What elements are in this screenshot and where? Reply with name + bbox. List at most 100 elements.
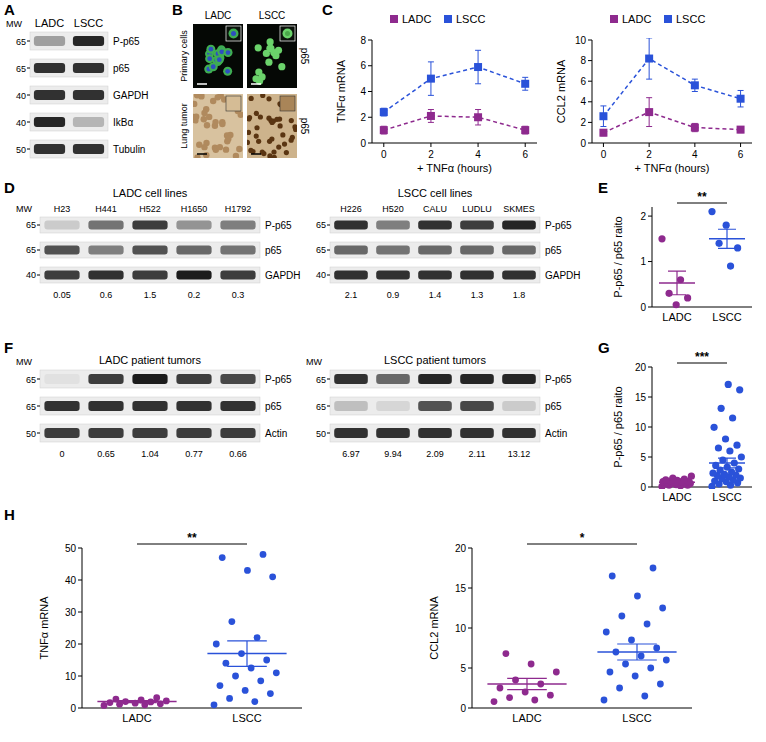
protein-label: P-p65 <box>265 374 292 385</box>
figure: ABCDEFGHLADCLSCCMW65P-p6565p6540GAPDH40I… <box>0 0 766 742</box>
nucleus <box>210 98 216 104</box>
band <box>334 246 368 255</box>
point <box>248 665 255 672</box>
blot-strip <box>330 370 540 388</box>
nucleus <box>269 136 274 141</box>
scale-bar <box>251 83 261 85</box>
western-blot: LADC cell linesH23H441H522H1650H1792MW65… <box>16 187 301 300</box>
point <box>232 673 239 680</box>
nucleus <box>276 144 281 149</box>
nucleus <box>258 73 265 80</box>
nucleus <box>226 50 231 55</box>
point <box>267 690 274 697</box>
point <box>273 669 280 676</box>
blot-strip <box>40 267 260 283</box>
band <box>34 36 65 46</box>
nucleus <box>282 141 287 146</box>
band <box>460 246 494 255</box>
mw-value: 50 <box>16 145 26 155</box>
error-bar <box>381 126 387 134</box>
scale-bar <box>197 153 207 155</box>
lane-label: LUDLU <box>462 204 492 214</box>
band <box>220 401 255 411</box>
panel-letter: D <box>4 179 15 196</box>
blot-strip <box>330 242 540 258</box>
y-axis-label: CCL2 mRNA <box>555 59 567 123</box>
y-tick-label: 5 <box>460 663 466 674</box>
panel-letter: E <box>598 179 608 196</box>
error-bar <box>668 271 686 295</box>
point <box>632 673 639 680</box>
nucleus <box>198 94 204 97</box>
x-tick-label: 2 <box>428 149 434 160</box>
y-tick <box>368 65 372 66</box>
y-axis <box>82 548 83 708</box>
marker <box>427 112 435 120</box>
point <box>715 240 722 247</box>
nucleus <box>274 117 279 122</box>
point <box>647 665 654 672</box>
y-tick <box>648 307 652 308</box>
mw-tick <box>327 250 330 251</box>
plot-area <box>658 381 745 489</box>
point <box>684 294 691 301</box>
mw-header: MW <box>16 357 32 367</box>
series-line <box>384 67 525 112</box>
x-tick-label: LADC <box>122 712 151 724</box>
inset-nucleus <box>285 31 290 36</box>
point <box>722 435 729 442</box>
y-axis-label: CCL2 mRNA <box>428 596 440 660</box>
background <box>193 94 243 158</box>
band <box>460 221 494 230</box>
band <box>220 271 255 280</box>
y-tick <box>468 628 472 629</box>
y-tick <box>468 708 472 709</box>
blot-strip <box>30 140 108 158</box>
point <box>601 697 608 704</box>
series-line <box>384 116 525 130</box>
nucleus <box>219 121 225 127</box>
point <box>665 290 672 297</box>
band <box>334 428 368 438</box>
panel-letter: B <box>172 1 183 18</box>
point <box>710 424 717 431</box>
mw-value: 65 <box>26 375 36 385</box>
band <box>376 374 410 384</box>
y-tick <box>648 487 652 488</box>
x-tick-label: LADC <box>662 311 691 323</box>
nucleus <box>225 69 230 74</box>
marker <box>474 63 482 71</box>
point <box>101 702 108 709</box>
blot-strip <box>30 32 108 50</box>
quantification: 1.5 <box>144 290 157 300</box>
mw-tick <box>27 95 30 96</box>
x-axis <box>592 143 752 144</box>
nucleus <box>193 101 197 107</box>
band <box>88 271 123 280</box>
nucleus <box>280 132 285 137</box>
nucleus <box>266 96 271 101</box>
point <box>553 669 560 676</box>
y-tick <box>588 101 592 102</box>
point <box>506 694 513 701</box>
band <box>176 246 211 255</box>
error-bar <box>692 79 698 91</box>
mw-tick <box>27 68 30 69</box>
point <box>708 208 715 215</box>
x-tick-label: LSCC <box>232 712 261 724</box>
mw-value: 65 <box>316 220 326 230</box>
point <box>709 470 716 477</box>
protein-label: P-p65 <box>545 374 572 385</box>
band <box>334 374 368 384</box>
protein-label: IkBα <box>113 117 133 128</box>
y-tick <box>648 397 652 398</box>
quantification: 1.8 <box>513 290 526 300</box>
error-bar <box>692 123 698 131</box>
x-tick-label: 6 <box>522 149 528 160</box>
panel-letter: C <box>322 1 333 18</box>
point <box>718 405 725 412</box>
point <box>228 618 235 625</box>
nucleus <box>271 149 276 154</box>
marker <box>599 129 607 137</box>
mw-tick <box>327 275 330 276</box>
